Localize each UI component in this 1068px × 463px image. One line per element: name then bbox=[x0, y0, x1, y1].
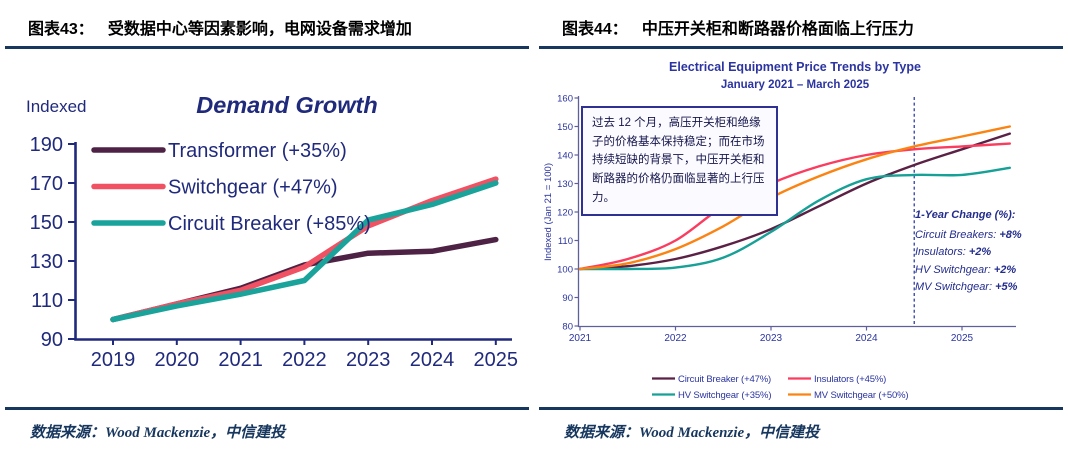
demand-growth-chart: Indexed Demand Growth 190 170 150 130 110 90 201… bbox=[0, 49, 534, 407]
change-item-label: Insulators: bbox=[915, 246, 966, 259]
y-tick-label: 150 bbox=[557, 122, 573, 133]
legend-label-insulators-45: Insulators (+45%) bbox=[814, 374, 886, 385]
x-tick-label: 2024 bbox=[855, 333, 878, 344]
x-tick-label: 2019 bbox=[91, 349, 136, 371]
one-year-change-annotation: 1-Year Change (%): Circuit Breakers: +8%… bbox=[915, 207, 1057, 297]
footer-rule-right bbox=[539, 407, 1063, 410]
legend-label-circuit-breaker-85: Circuit Breaker (+85%) bbox=[168, 213, 371, 235]
series-line-circuit-breaker-85 bbox=[110, 180, 499, 323]
x-tick-label: 2021 bbox=[218, 349, 263, 371]
demand-growth-svg: Indexed Demand Growth 190 170 150 130 110 90 201… bbox=[26, 92, 519, 371]
figure-43-number: 图表43： bbox=[28, 21, 94, 38]
change-note-item: Insulators: +2% bbox=[915, 244, 1057, 262]
y-tick-label: 110 bbox=[558, 236, 573, 247]
y-tick-label: 130 bbox=[30, 251, 63, 273]
series-line-hv-switchgear-35 bbox=[578, 166, 1011, 271]
series-line-circuit-breaker-47 bbox=[578, 132, 1011, 271]
y-tick-label: 100 bbox=[557, 265, 573, 276]
chart-subtitle: January 2021 – March 2025 bbox=[721, 79, 870, 91]
y-tick-label: 170 bbox=[30, 173, 63, 195]
footer-rule-left bbox=[5, 407, 529, 410]
legend-label-mv-switchgear-50: MV Switchgear (+50%) bbox=[814, 390, 908, 401]
y-tick-label: 110 bbox=[31, 290, 63, 312]
change-note-item: MV Switchgear: +5% bbox=[915, 279, 1057, 297]
legend-label-circuit-breaker-47: Circuit Breaker (+47%) bbox=[678, 374, 771, 385]
caption-rule-left bbox=[5, 46, 529, 49]
source-orgs: Wood Mackenzie，中信建投 bbox=[105, 425, 286, 441]
legend-label-transformer-35: Transformer (+35%) bbox=[168, 140, 347, 162]
y-tick-label: 140 bbox=[557, 151, 573, 162]
series-line-mv-switchgear-50 bbox=[578, 125, 1011, 271]
change-item-value: +5% bbox=[995, 281, 1018, 294]
commentary-note-box: 过去 12 个月，高压开关柜和绝缘子的价格基本保持稳定；而在市场持续短缺的背景下… bbox=[581, 106, 778, 217]
figure-43-title: 受数据中心等因素影响，电网设备需求增加 bbox=[107, 21, 412, 38]
y-axis-unit-label: Indexed bbox=[26, 97, 87, 116]
change-note-item: Circuit Breakers: +8% bbox=[915, 227, 1057, 245]
source-label: 数据来源： bbox=[30, 425, 106, 441]
y-tick-label: 90 bbox=[41, 329, 63, 351]
y-tick-label: 160 bbox=[557, 94, 573, 105]
caption-rule-right bbox=[539, 46, 1063, 49]
y-axis-label: Indexed (Jan 21 = 100) bbox=[543, 163, 554, 261]
y-tick-label: 130 bbox=[557, 179, 573, 190]
change-item-value: +2% bbox=[968, 246, 992, 259]
figure-43-caption: 图表43： 受数据中心等因素影响，电网设备需求增加 bbox=[0, 0, 534, 46]
change-note-item: HV Switchgear: +2% bbox=[915, 262, 1057, 280]
figure-44-title: 中压开关柜和断路器价格面临上行压力 bbox=[641, 21, 914, 38]
x-tick-label: 2025 bbox=[951, 333, 974, 344]
series-line-insulators-45 bbox=[578, 142, 1011, 271]
y-tick-label: 150 bbox=[30, 212, 63, 234]
figure-44-number: 图表44： bbox=[562, 21, 628, 38]
change-item-value: +8% bbox=[999, 228, 1022, 241]
legend-label-switchgear-47: Switchgear (+47%) bbox=[168, 177, 338, 199]
x-tick-label: 2022 bbox=[282, 349, 327, 371]
y-tick-label: 190 bbox=[30, 134, 63, 156]
panel-figure-44: 图表44： 中压开关柜和断路器价格面临上行压力 Electrical Equipm… bbox=[534, 0, 1068, 463]
legend-label-hv-switchgear-35: HV Switchgear (+35%) bbox=[678, 390, 771, 401]
y-tick-label: 120 bbox=[557, 208, 573, 219]
panel-figure-43: 图表43： 受数据中心等因素影响，电网设备需求增加 Indexed Demand G… bbox=[0, 0, 534, 442]
change-item-label: Circuit Breakers: bbox=[915, 228, 997, 241]
change-item-value: +2% bbox=[993, 263, 1017, 276]
x-tick-label: 2023 bbox=[760, 333, 783, 344]
change-note-heading: 1-Year Change (%): bbox=[915, 209, 1016, 221]
source-note-right: 数据来源：Wood Mackenzie，中信建投 bbox=[534, 410, 1068, 442]
change-item-label: HV Switchgear: bbox=[915, 263, 991, 276]
price-trends-chart: Electrical Equipment Price Trends by Typ… bbox=[534, 49, 1068, 407]
x-tick-label: 2020 bbox=[155, 349, 200, 371]
y-tick-label: 80 bbox=[562, 322, 573, 333]
source-note-left: 数据来源：Wood Mackenzie，中信建投 bbox=[0, 410, 534, 442]
y-tick-label: 90 bbox=[562, 293, 573, 304]
change-item-label: MV Switchgear: bbox=[915, 281, 993, 294]
price-trends-svg: Electrical Equipment Price Trends by Typ… bbox=[543, 60, 1016, 401]
x-tick-label: 2023 bbox=[346, 349, 391, 371]
chart-title: Demand Growth bbox=[196, 92, 377, 118]
x-tick-label: 2022 bbox=[664, 333, 687, 344]
x-tick-label: 2025 bbox=[474, 349, 519, 371]
chart-title: Electrical Equipment Price Trends by Typ… bbox=[669, 60, 921, 74]
source-orgs: Wood Mackenzie，中信建投 bbox=[639, 425, 820, 441]
source-label: 数据来源： bbox=[564, 425, 640, 441]
x-tick-label: 2024 bbox=[410, 349, 455, 371]
figure-44-caption: 图表44： 中压开关柜和断路器价格面临上行压力 bbox=[534, 0, 1068, 46]
x-tick-label: 2021 bbox=[569, 333, 592, 344]
